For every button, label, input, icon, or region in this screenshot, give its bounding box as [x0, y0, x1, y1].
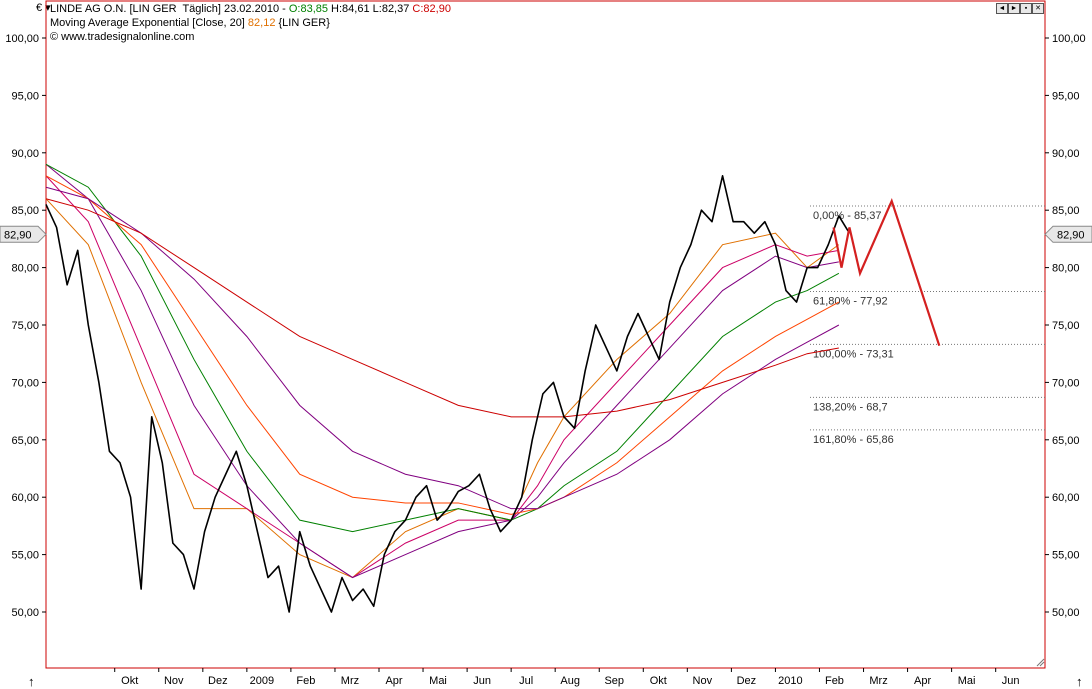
close-chart-button[interactable]: ✕	[1032, 3, 1044, 14]
restore-button[interactable]: ▪	[1020, 3, 1032, 14]
x-tick-label: Nov	[164, 675, 184, 687]
low-value: L:82,37	[369, 3, 410, 15]
moving-average-line	[45, 175, 839, 579]
moving-averages	[45, 163, 840, 579]
scroll-left-icon: ◄	[998, 5, 1006, 12]
x-tick-label: Jul	[519, 675, 533, 687]
moving-average-line	[45, 198, 840, 579]
x-tick-label: Apr	[385, 675, 402, 687]
y-tick-label-right: 55,00	[1052, 550, 1080, 562]
moving-average-line	[45, 163, 840, 533]
price-line	[45, 174, 851, 613]
y-tick-label-right: 65,00	[1052, 435, 1080, 447]
y-tick-label-right: 75,00	[1052, 320, 1080, 332]
y-tick-label-right: 100,00	[1052, 33, 1086, 45]
scroll-left-button[interactable]: ◄	[996, 3, 1008, 14]
close-icon: ✕	[1035, 5, 1041, 12]
resize-grip-icon[interactable]	[1036, 658, 1045, 667]
copyright-line: © www.tradesignalonline.com	[50, 31, 194, 44]
scroll-right-icon: ►	[1010, 5, 1018, 12]
x-tick-label: Aug	[560, 675, 580, 687]
y-axis-right: 50,00 55,00 60,00 65,00 70,00 75,00 80,00 85,00…	[1045, 33, 1086, 619]
high-value: H:84,61	[328, 3, 370, 15]
x-tick-label: Mai	[958, 675, 976, 687]
y-tick-label-right: 90,00	[1052, 148, 1080, 160]
close-value: C:82,90	[409, 3, 451, 15]
symbol-line: LINDE AG O.N. [LIN GER Täglich] 23.02.20…	[50, 3, 451, 16]
x-tick-label: Mrz	[341, 675, 359, 687]
y-tick-label-left: 65,00	[11, 435, 39, 447]
plot-frame	[45, 0, 1046, 669]
indicator-line: Moving Average Exponential [Close, 20] 8…	[50, 17, 330, 30]
restore-icon: ▪	[1024, 5, 1028, 12]
x-tick-label: Feb	[825, 675, 844, 687]
price-series	[45, 174, 851, 613]
y-tick-label-left: 85,00	[11, 205, 39, 217]
fib-level-label: 161,80% - 65,86	[813, 434, 894, 446]
y-tick-label-left: 60,00	[11, 492, 39, 504]
y-tick-label-right: 85,00	[1052, 205, 1080, 217]
x-tick-label: Dez	[737, 675, 757, 687]
forecast-path	[832, 197, 941, 347]
indicator-name: Moving Average Exponential [Close, 20]	[50, 17, 248, 29]
currency-label: €	[36, 2, 43, 14]
x-tick-label: 2009	[250, 675, 274, 687]
y-tick-label-left: 90,00	[11, 148, 39, 160]
last-price-badge-left	[0, 225, 47, 243]
x-tick-label: Okt	[121, 675, 138, 687]
x-tick-label: 2010	[778, 675, 802, 687]
scroll-right-button[interactable]: ►	[1008, 3, 1020, 14]
left-scroll-arrow-icon[interactable]: ↑	[28, 674, 35, 689]
y-tick-label-left: 80,00	[11, 263, 39, 275]
fib-level-label: 61,80% - 77,92	[813, 295, 888, 307]
y-tick-label-right: 50,00	[1052, 607, 1080, 619]
fib-level-label: 138,20% - 68,7	[813, 401, 888, 413]
moving-average-line	[45, 186, 840, 510]
last-price-label-right: 82,90	[1057, 229, 1085, 241]
x-axis: Okt Nov Dez 2009 Feb Mrz Apr Mai Jun Jul Aug Sep Okt…	[114, 668, 1020, 687]
y-tick-label-right: 80,00	[1052, 263, 1080, 275]
fibonacci-levels: 0,00% - 85,37 61,80% - 77,92 100,00% - 73,…	[810, 205, 1045, 446]
currency-menu[interactable]: € ▾	[36, 2, 51, 14]
y-tick-label-left: 50,00	[11, 607, 39, 619]
x-tick-label: Jun	[473, 675, 491, 687]
x-tick-label: Nov	[693, 675, 713, 687]
y-tick-label-right: 60,00	[1052, 492, 1080, 504]
fib-level-label: 0,00% - 85,37	[813, 210, 882, 222]
y-tick-label-right: 95,00	[1052, 90, 1080, 102]
x-tick-label: Apr	[914, 675, 931, 687]
last-price-badge-right	[1044, 225, 1092, 243]
x-tick-label: Mai	[429, 675, 447, 687]
y-tick-label-left: 100,00	[5, 33, 39, 45]
y-tick-label-left: 70,00	[11, 377, 39, 389]
x-tick-label: Mrz	[869, 675, 887, 687]
forecast-line	[832, 197, 941, 347]
indicator-value: 82,12	[247, 17, 276, 29]
x-tick-label: Okt	[650, 675, 667, 687]
y-tick-label-left: 55,00	[11, 550, 39, 562]
open-value: O:83,85	[288, 3, 328, 15]
last-price-badges: 82,90 82,90	[0, 225, 1092, 243]
x-tick-label: Jun	[1002, 675, 1020, 687]
y-axis-left: 50,00 55,00 60,00 65,00 70,00 75,00 80,00 85,00…	[5, 33, 46, 619]
indicator-suffix: {LIN GER}	[275, 17, 330, 29]
last-price-label-left: 82,90	[4, 229, 32, 241]
x-tick-label: Sep	[604, 675, 624, 687]
x-tick-label: Dez	[208, 675, 228, 687]
moving-average-line	[45, 163, 839, 579]
copyright-text: © www.tradesignalonline.com	[50, 31, 195, 43]
moving-average-line	[45, 198, 839, 418]
x-tick-label: Feb	[296, 675, 315, 687]
y-tick-label-left: 75,00	[11, 320, 39, 332]
y-tick-label-left: 95,00	[11, 90, 39, 102]
y-tick-label-right: 70,00	[1052, 377, 1080, 389]
fib-level-label: 100,00% - 73,31	[813, 348, 894, 360]
right-scroll-arrow-icon[interactable]: ↑	[1076, 674, 1083, 689]
symbol-name: LINDE AG O.N. [LIN GER Täglich] 23.02.20…	[50, 3, 289, 15]
moving-average-line	[45, 175, 840, 515]
